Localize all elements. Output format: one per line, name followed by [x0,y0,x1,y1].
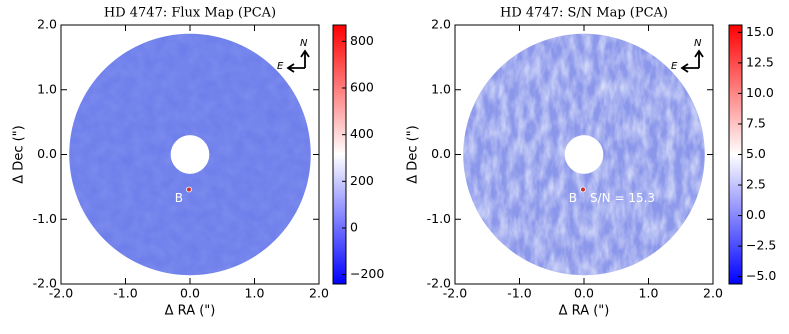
colorbar-tick-label: 12.5 [746,54,774,69]
colorbar-tick-label: −200 [350,266,384,281]
x-tick-label: -2.0 [49,286,73,301]
x-axis-label: Δ RA (") [559,304,610,319]
x-tick-label: 2.0 [703,286,723,301]
colorbar-tick-label: −5.0 [746,268,776,283]
colorbar-tick-label: 2.5 [746,177,766,192]
y-tick-label: -1.0 [33,211,57,226]
colorbar-tick-label: 0.0 [746,207,766,222]
y-tick-label: 2.0 [431,17,451,32]
compass [286,49,310,73]
colorbar [332,24,347,285]
colorbar-tick-label: 600 [350,80,374,95]
compass-label: N [300,38,308,49]
colorbar-tick-label: 7.5 [746,115,766,130]
x-tick-label: 0.0 [574,286,594,301]
colorbar-tick-label: 10.0 [746,85,774,100]
y-tick-label: 1.0 [37,81,57,96]
chart-title: HD 4747: S/N Map (PCA) [500,6,668,21]
y-tick-label: 0.0 [37,146,57,161]
y-axis-label: Δ Dec (") [12,125,27,183]
compass-label: E [671,61,678,72]
x-tick-label: 1.0 [639,286,659,301]
annotation: S/N = 15.3 [590,191,655,205]
colorbar-tick-label: 0 [350,220,358,235]
y-tick-label: 1.0 [431,81,451,96]
companion [580,186,586,193]
x-tick-label: 2.0 [309,286,329,301]
compass-label: E [277,61,284,72]
x-tick-label: -2.0 [443,286,467,301]
y-tick-label: 2.0 [37,17,57,32]
y-tick-label: -1.0 [427,211,451,226]
y-tick-label: -2.0 [427,276,451,291]
y-tick-label: 0.0 [431,146,451,161]
y-tick-label: -2.0 [33,276,57,291]
companion [186,186,192,193]
y-axis-label: Δ Dec (") [406,125,421,183]
colorbar-tick-label: 800 [350,33,374,48]
chart-title: HD 4747: Flux Map (PCA) [104,6,276,21]
colorbar-tick-label: 15.0 [746,24,774,39]
colorbar-tick-label: −2.5 [746,238,776,253]
compass-label: N [694,38,702,49]
colorbar-tick-label: 5.0 [746,146,766,161]
colorbar-tick-label: 200 [350,173,374,188]
annotation: B [175,191,183,205]
mask [170,135,210,174]
compass [680,49,704,73]
x-tick-label: 0.0 [180,286,200,301]
annotation: B [569,191,577,205]
x-tick-label: -1.0 [113,286,137,301]
mask [564,135,604,174]
colorbar-tick-label: 400 [350,126,374,141]
x-tick-label: -1.0 [507,286,531,301]
x-tick-label: 1.0 [245,286,265,301]
x-axis-label: Δ RA (") [165,304,216,319]
